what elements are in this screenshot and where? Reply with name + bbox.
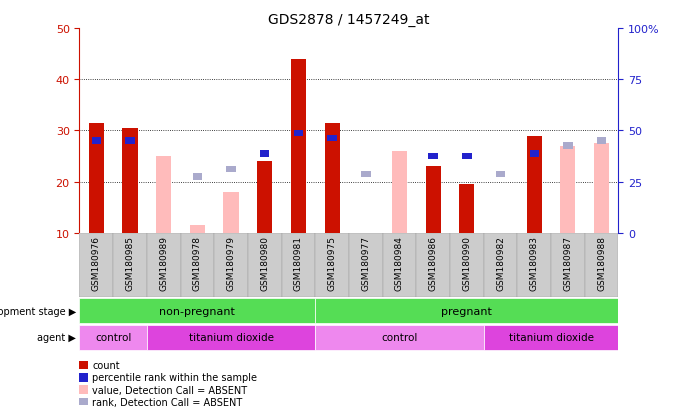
Bar bbox=[527, 136, 542, 233]
Bar bbox=[257, 162, 272, 233]
Bar bbox=[190, 225, 205, 233]
Bar bbox=[88, 123, 104, 233]
Text: pregnant: pregnant bbox=[442, 306, 492, 316]
Bar bbox=[328, 135, 337, 142]
Bar bbox=[315, 325, 484, 350]
Text: GSM180988: GSM180988 bbox=[597, 235, 606, 290]
Text: GSM180989: GSM180989 bbox=[159, 235, 168, 290]
Bar bbox=[484, 325, 618, 350]
Bar bbox=[594, 144, 609, 233]
Bar bbox=[156, 157, 171, 233]
Text: GSM180980: GSM180980 bbox=[261, 235, 269, 290]
Bar bbox=[294, 131, 303, 137]
Text: rank, Detection Call = ABSENT: rank, Detection Call = ABSENT bbox=[93, 397, 243, 407]
Bar bbox=[460, 185, 475, 233]
Bar bbox=[585, 233, 618, 297]
Bar bbox=[223, 192, 238, 233]
Bar bbox=[79, 325, 146, 350]
Bar bbox=[146, 233, 180, 297]
Bar bbox=[146, 325, 315, 350]
Text: GSM180985: GSM180985 bbox=[126, 235, 135, 290]
Bar bbox=[450, 233, 484, 297]
Bar bbox=[560, 147, 576, 233]
Bar bbox=[383, 233, 416, 297]
Text: value, Detection Call = ABSENT: value, Detection Call = ABSENT bbox=[93, 385, 247, 395]
Text: agent ▶: agent ▶ bbox=[37, 332, 76, 343]
Text: non-pregnant: non-pregnant bbox=[160, 306, 236, 316]
Bar bbox=[79, 299, 315, 323]
Bar bbox=[518, 233, 551, 297]
Bar bbox=[291, 59, 306, 233]
Bar bbox=[79, 385, 88, 394]
Text: control: control bbox=[95, 332, 131, 343]
Bar bbox=[180, 233, 214, 297]
Text: GSM180977: GSM180977 bbox=[361, 235, 370, 290]
Text: GSM180986: GSM180986 bbox=[428, 235, 437, 290]
Bar bbox=[79, 373, 88, 382]
Bar bbox=[551, 233, 585, 297]
Bar bbox=[416, 233, 450, 297]
Bar bbox=[325, 123, 340, 233]
Bar bbox=[563, 143, 573, 150]
Bar bbox=[361, 171, 370, 178]
Bar bbox=[315, 299, 618, 323]
Bar bbox=[426, 167, 441, 233]
Text: GSM180982: GSM180982 bbox=[496, 235, 505, 290]
Text: percentile rank within the sample: percentile rank within the sample bbox=[93, 373, 258, 382]
Text: GSM180983: GSM180983 bbox=[530, 235, 539, 290]
Bar bbox=[79, 398, 88, 407]
Bar bbox=[214, 233, 248, 297]
Text: GSM180984: GSM180984 bbox=[395, 235, 404, 290]
Text: control: control bbox=[381, 332, 417, 343]
Text: GSM180990: GSM180990 bbox=[462, 235, 471, 290]
Bar bbox=[193, 174, 202, 180]
Bar bbox=[392, 152, 407, 233]
Bar bbox=[597, 138, 606, 145]
Bar bbox=[428, 153, 438, 160]
Bar bbox=[79, 233, 113, 297]
Text: count: count bbox=[93, 360, 120, 370]
Text: GSM180987: GSM180987 bbox=[563, 235, 572, 290]
Text: GSM180978: GSM180978 bbox=[193, 235, 202, 290]
Bar bbox=[113, 233, 146, 297]
Bar bbox=[484, 233, 518, 297]
Bar bbox=[227, 166, 236, 173]
Bar bbox=[282, 233, 315, 297]
Text: GSM180979: GSM180979 bbox=[227, 235, 236, 290]
Text: titanium dioxide: titanium dioxide bbox=[189, 332, 274, 343]
Bar bbox=[529, 151, 539, 157]
Bar bbox=[349, 233, 383, 297]
Bar bbox=[125, 138, 135, 145]
Title: GDS2878 / 1457249_at: GDS2878 / 1457249_at bbox=[268, 12, 430, 26]
Bar bbox=[315, 233, 349, 297]
Text: GSM180981: GSM180981 bbox=[294, 235, 303, 290]
Bar bbox=[122, 128, 138, 233]
Bar bbox=[92, 138, 101, 145]
Bar bbox=[79, 361, 88, 370]
Text: titanium dioxide: titanium dioxide bbox=[509, 332, 594, 343]
Bar bbox=[260, 151, 269, 157]
Text: development stage ▶: development stage ▶ bbox=[0, 306, 76, 316]
Bar bbox=[248, 233, 281, 297]
Text: GSM180975: GSM180975 bbox=[328, 235, 337, 290]
Bar bbox=[462, 153, 471, 160]
Bar bbox=[496, 171, 505, 178]
Text: GSM180976: GSM180976 bbox=[92, 235, 101, 290]
